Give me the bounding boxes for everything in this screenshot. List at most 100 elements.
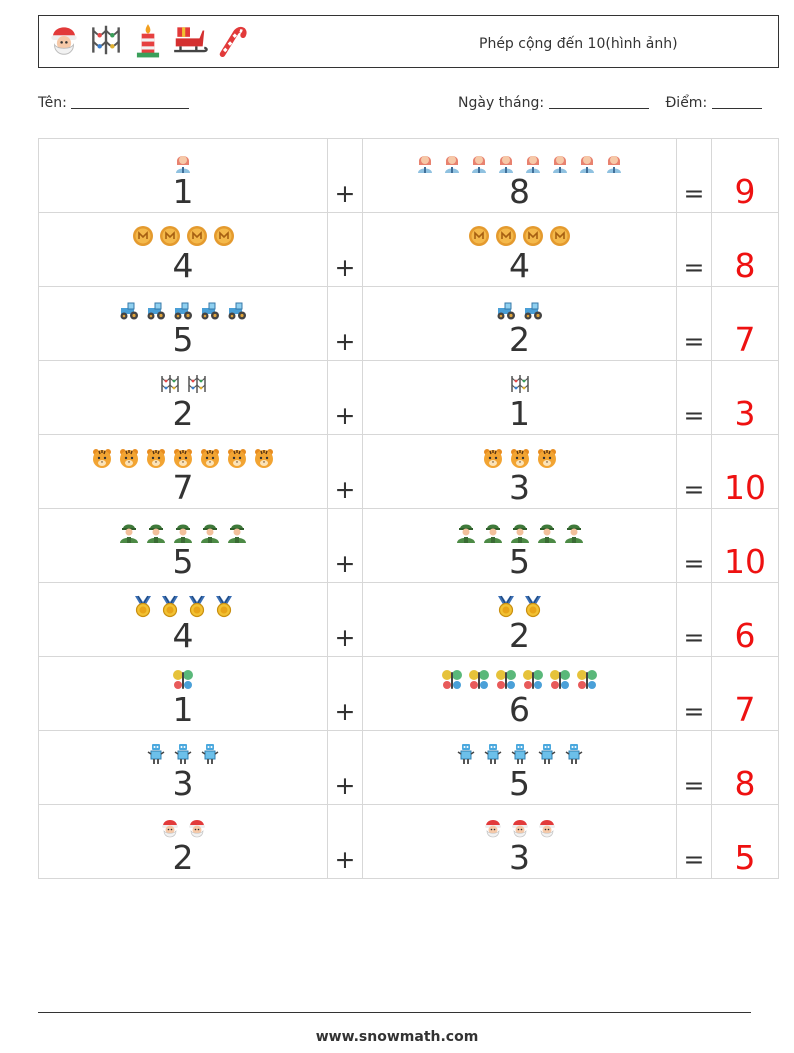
answer[interactable]: 10 [724,468,766,507]
robot-icon [454,742,478,766]
answer-cell: 10 [711,508,779,583]
candy-cane-icon [213,20,251,60]
soldier-icon [171,520,195,544]
problem-row: 5 +2 = 7 [38,286,779,361]
left-addend-cell: 4 [38,212,328,287]
garland-icon [508,372,532,396]
answer[interactable]: 10 [724,542,766,581]
picture-group [39,446,327,470]
robot-icon [481,742,505,766]
woman-icon [575,150,599,174]
equals-cell: = [676,730,712,805]
coin-icon [131,224,155,248]
problem-row: 1 +8 = 9 [38,138,779,213]
left-addend-cell: 1 [38,138,328,213]
picture-group [39,816,327,840]
picture-group [39,668,327,692]
equals-cell: = [676,508,712,583]
plus-sign: + [334,253,356,282]
right-addend-cell: 8 [362,138,677,213]
tiger-icon [144,446,168,470]
butterfly-icon [440,668,464,692]
robot-icon [562,742,586,766]
equals-sign: = [683,549,705,578]
tiger-icon [90,446,114,470]
right-addend: 2 [509,320,530,359]
header-box: Phép cộng đến 10(hình ảnh) [38,15,779,68]
left-addend-cell: 5 [38,286,328,361]
plus-sign: + [334,845,356,874]
answer[interactable]: 9 [734,172,756,211]
plus-cell: + [327,582,363,657]
tiger-icon [225,446,249,470]
right-addend: 6 [509,690,530,729]
tractor-icon [521,298,545,322]
answer[interactable]: 7 [734,690,756,729]
answer[interactable]: 6 [734,616,756,655]
answer[interactable]: 5 [734,838,756,877]
plus-cell: + [327,138,363,213]
soldier-icon [481,520,505,544]
medal-icon [158,594,182,618]
answer-cell: 8 [711,730,779,805]
left-addend: 1 [172,690,194,729]
picture-group [39,298,327,322]
plus-sign: + [334,771,356,800]
answer[interactable]: 7 [734,320,756,359]
robot-icon [144,742,168,766]
tiger-icon [508,446,532,470]
plus-sign: + [334,327,356,356]
left-addend: 4 [172,616,194,655]
picture-group [363,446,676,470]
equals-cell: = [676,582,712,657]
coin-icon [212,224,236,248]
picture-group [39,520,327,544]
santa-icon [158,816,182,840]
right-addend-cell: 1 [362,360,677,435]
left-addend: 3 [172,764,194,803]
garland-icon [158,372,182,396]
answer[interactable]: 3 [734,394,756,433]
santa-icon [481,816,505,840]
footer-url: www.snowmath.com [315,1029,479,1045]
butterfly-icon [548,668,572,692]
picture-group [39,150,327,174]
tractor-icon [198,298,222,322]
candle-icon [129,20,167,60]
santa-icon [535,816,559,840]
woman-icon [413,150,437,174]
equals-cell: = [676,360,712,435]
left-addend: 1 [172,172,194,211]
plus-sign: + [334,179,356,208]
soldier-icon [508,520,532,544]
soldier-icon [454,520,478,544]
score-blank[interactable] [711,108,762,109]
left-addend-cell: 2 [38,360,328,435]
date-blank[interactable] [548,108,649,109]
woman-icon [171,150,195,174]
equals-cell: = [676,286,712,361]
medal-icon [185,594,209,618]
left-addend-cell: 5 [38,508,328,583]
equals-cell: = [676,212,712,287]
right-addend-cell: 3 [362,804,677,879]
answer[interactable]: 8 [734,764,756,803]
tractor-icon [225,298,249,322]
right-addend: 2 [509,616,530,655]
robot-icon [535,742,559,766]
answer-cell: 8 [711,212,779,287]
right-addend-cell: 3 [362,434,677,509]
woman-icon [548,150,572,174]
soldier-icon [198,520,222,544]
left-addend-cell: 2 [38,804,328,879]
answer[interactable]: 8 [734,246,756,285]
right-addend-cell: 5 [362,730,677,805]
coin-icon [521,224,545,248]
coin-icon [548,224,572,248]
equals-cell: = [676,434,712,509]
robot-icon [171,742,195,766]
name-blank[interactable] [71,108,190,109]
worksheet-title: Phép cộng đến 10(hình ảnh) [479,36,678,52]
problem-row: 4 +2 = 6 [38,582,779,657]
tiger-icon [535,446,559,470]
